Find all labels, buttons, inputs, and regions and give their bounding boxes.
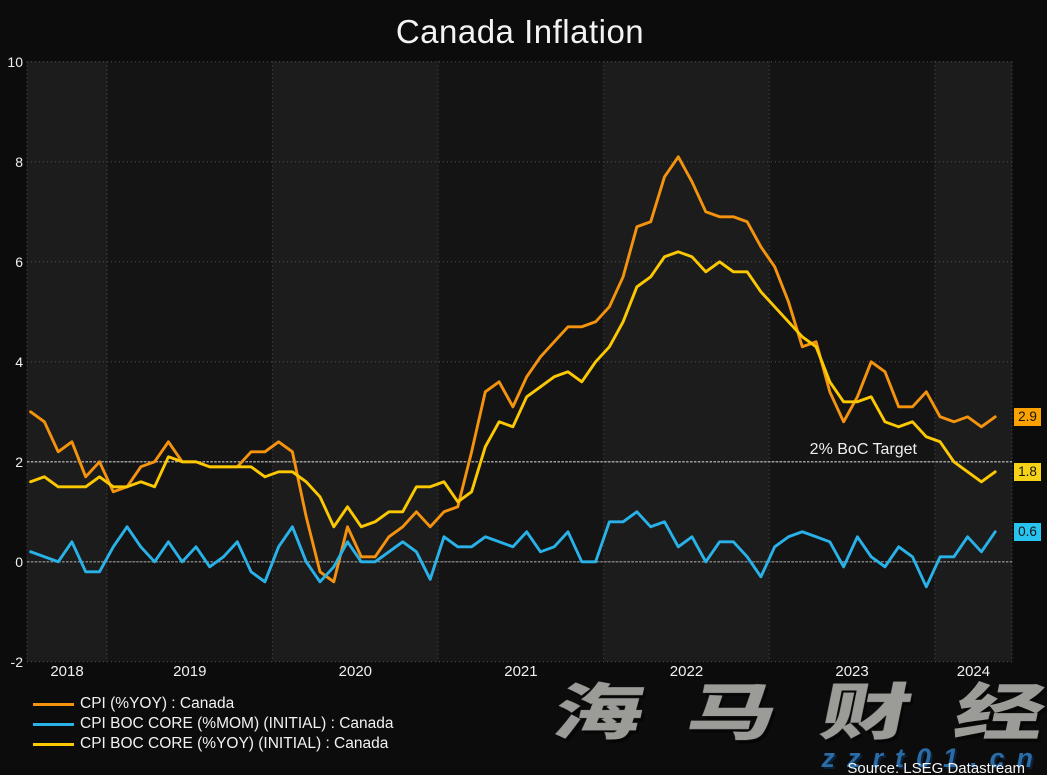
last-value-chip: 1.8 xyxy=(1014,462,1041,481)
y-tick-label: 10 xyxy=(7,53,23,70)
y-tick-label: 4 xyxy=(15,353,23,370)
last-value-chip: 0.6 xyxy=(1014,522,1041,541)
y-tick-label: 0 xyxy=(15,553,23,570)
x-tick-label: 2022 xyxy=(669,663,704,680)
x-tick-label: 2019 xyxy=(173,663,207,680)
source-note: Source: LSEG Datastream xyxy=(847,760,1025,775)
last-value-chip: 2.9 xyxy=(1014,407,1041,426)
watermark-cjk-glyph xyxy=(819,681,912,740)
chart-title: Canada Inflation xyxy=(395,13,645,50)
watermark-cjk-glyphs xyxy=(555,680,1046,741)
legend-swatch xyxy=(33,742,74,746)
legend-swatch xyxy=(33,722,74,726)
y-tick-label: 2 xyxy=(15,453,23,470)
x-tick-label: 2020 xyxy=(338,663,373,680)
legend-label: CPI (%YOY) : Canada xyxy=(80,695,235,712)
watermark-cjk-glyph xyxy=(689,684,774,741)
watermark-cjk-glyph xyxy=(954,680,1046,739)
legend-label: CPI BOC CORE (%MOM) (INITIAL) : Canada xyxy=(80,715,394,732)
watermark-domain-text: zzrt01.cn xyxy=(821,743,1045,773)
x-tick-label: 2018 xyxy=(50,663,84,680)
y-tick-label: -2 xyxy=(10,653,23,670)
year-band xyxy=(438,61,604,662)
legend-label: CPI BOC CORE (%YOY) (INITIAL) : Canada xyxy=(80,735,389,752)
x-tick-label: 2024 xyxy=(956,663,991,680)
series-line-core-mom xyxy=(29,510,997,589)
year-band xyxy=(769,61,935,662)
watermark-cjk xyxy=(555,680,1047,744)
x-tick-label: 2021 xyxy=(504,663,538,680)
watermark-cjk-glyph xyxy=(555,681,645,740)
y-tick-label: 6 xyxy=(15,253,23,270)
x-tick-label: 2023 xyxy=(835,663,869,680)
series-line-core-yoy xyxy=(29,250,997,529)
year-band xyxy=(603,61,770,662)
target-line-label: 2% BoC Target xyxy=(809,441,917,458)
year-band xyxy=(934,61,1012,662)
legend-swatch xyxy=(33,702,74,706)
y-tick-label: 8 xyxy=(15,153,23,170)
